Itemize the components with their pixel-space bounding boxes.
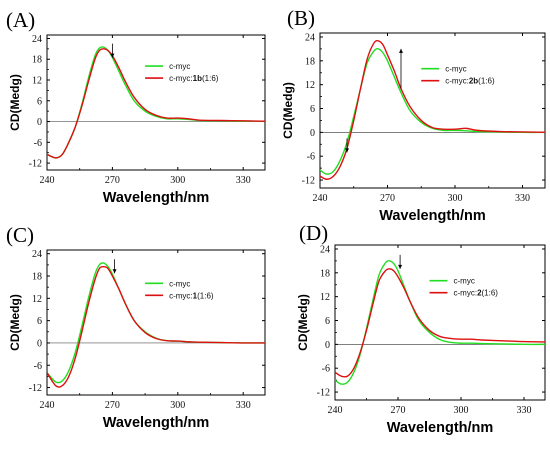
series-line-c-myc — [47, 46, 265, 159]
y-tick-label: -6 — [322, 364, 330, 375]
y-tick-label: -6 — [34, 361, 42, 372]
arrow-indicator — [345, 138, 349, 153]
legend-label: c-myc:1b(1:6) — [169, 74, 219, 83]
y-axis-label: CD(Medg) — [8, 74, 22, 131]
y-tick-label: 6 — [325, 316, 330, 327]
x-tick-label: 270 — [105, 400, 120, 411]
x-tick-label: 270 — [380, 193, 395, 204]
legend-label: c-myc — [454, 277, 475, 286]
x-axis-label: Wavelength/nm — [103, 190, 210, 206]
panel-label-d: (D) — [299, 221, 328, 245]
y-tick-label: 12 — [32, 294, 42, 305]
y-axis-label: CD(Medg) — [8, 294, 22, 351]
legend-label: c-myc — [445, 65, 466, 74]
series-line-c-myc — [335, 260, 545, 385]
y-tick-label: 24 — [305, 32, 315, 43]
y-tick-label: 0 — [310, 128, 315, 139]
panel-d: (D) -12 -6 0 6 12 18 24 240 270 300 330 Wavelength/n… — [296, 221, 546, 436]
panel-label-b: (B) — [287, 6, 315, 30]
x-tick-label: 300 — [448, 193, 463, 204]
legend-label: c-myc — [169, 62, 190, 71]
axis-frame — [46, 249, 266, 396]
x-tick-label: 240 — [40, 175, 55, 186]
y-tick-label: 12 — [320, 292, 330, 303]
x-tick-label: 240 — [328, 405, 343, 416]
x-tick-label: 240 — [313, 193, 328, 204]
x-tick-label: 330 — [236, 400, 251, 411]
y-tick-label: 6 — [37, 316, 42, 327]
y-tick-label: 24 — [320, 244, 330, 255]
y-tick-label: 24 — [32, 249, 42, 260]
series-line-complex — [320, 39, 545, 180]
legend: c-myc c-myc:2(1:6) — [429, 277, 499, 298]
y-axis-label: CD(Medg) — [281, 82, 295, 139]
axis-frame — [46, 34, 266, 171]
x-tick-label: 270 — [391, 405, 406, 416]
y-tick-label: 18 — [32, 55, 42, 66]
x-tick-label: 300 — [454, 405, 469, 416]
x-tick-label: 330 — [236, 175, 251, 186]
y-tick-label: -12 — [317, 388, 330, 399]
y-tick-label: 0 — [37, 117, 42, 128]
series-line-complex — [335, 268, 545, 378]
y-tick-label: 6 — [37, 96, 42, 107]
arrow-indicator — [110, 43, 115, 58]
y-tick-label: 0 — [325, 340, 330, 351]
panel-label-a: (A) — [6, 8, 35, 32]
x-axis-label: Wavelength/nm — [387, 420, 494, 436]
x-tick-label: 240 — [40, 400, 55, 411]
y-tick-label: 12 — [305, 80, 315, 91]
panel-b: (B) -12 -6 0 6 12 18 24 240 270 300 330 Wavelength/n… — [281, 6, 546, 224]
x-axis-label: Wavelength/nm — [379, 208, 486, 224]
axis-frame — [334, 244, 546, 401]
y-tick-label: 18 — [32, 272, 42, 283]
legend-label: c-myc:1(1:6) — [169, 291, 214, 300]
series-line-complex — [47, 266, 265, 388]
y-tick-label: 12 — [32, 76, 42, 87]
x-tick-label: 270 — [105, 175, 120, 186]
axis-frame — [319, 32, 546, 189]
y-tick-label: -12 — [29, 159, 42, 170]
y-tick-label: 6 — [310, 104, 315, 115]
x-tick-label: 330 — [517, 405, 532, 416]
y-tick-label: 18 — [305, 56, 315, 67]
legend-label: c-myc:2(1:6) — [454, 289, 499, 298]
series-line-c-myc — [320, 48, 545, 175]
panel-a: (A) -12 -6 0 6 12 18 24 240 270 300 330 Wavelength/n… — [6, 8, 266, 206]
legend-label: c-myc — [169, 279, 190, 288]
legend-label: c-myc:2b(1:6) — [445, 77, 495, 86]
arrow-indicator — [112, 259, 117, 274]
series-line-complex — [47, 48, 265, 159]
y-tick-label: -6 — [307, 152, 315, 163]
legend: c-myc c-myc:1b(1:6) — [145, 62, 219, 83]
panel-label-c: (C) — [6, 223, 34, 247]
y-tick-label: 0 — [37, 338, 42, 349]
x-tick-label: 300 — [170, 400, 185, 411]
y-tick-label: -6 — [34, 138, 42, 149]
y-axis-label: CD(Medg) — [296, 294, 310, 351]
x-axis-label: Wavelength/nm — [103, 415, 210, 431]
series-line-c-myc — [47, 262, 265, 384]
y-tick-label: 18 — [320, 268, 330, 279]
panel-c: (C) -12 -6 0 6 12 18 24 240 270 300 330 Wavelength/n… — [6, 223, 266, 431]
arrow-indicator — [398, 254, 403, 269]
x-tick-label: 330 — [515, 193, 530, 204]
arrow-indicator — [399, 48, 403, 89]
legend: c-myc c-myc:2b(1:6) — [421, 65, 495, 86]
x-tick-label: 300 — [170, 175, 185, 186]
y-tick-label: 24 — [32, 34, 42, 45]
legend: c-myc c-myc:1(1:6) — [145, 279, 214, 300]
y-tick-label: -12 — [302, 176, 315, 187]
y-tick-label: -12 — [29, 383, 42, 394]
